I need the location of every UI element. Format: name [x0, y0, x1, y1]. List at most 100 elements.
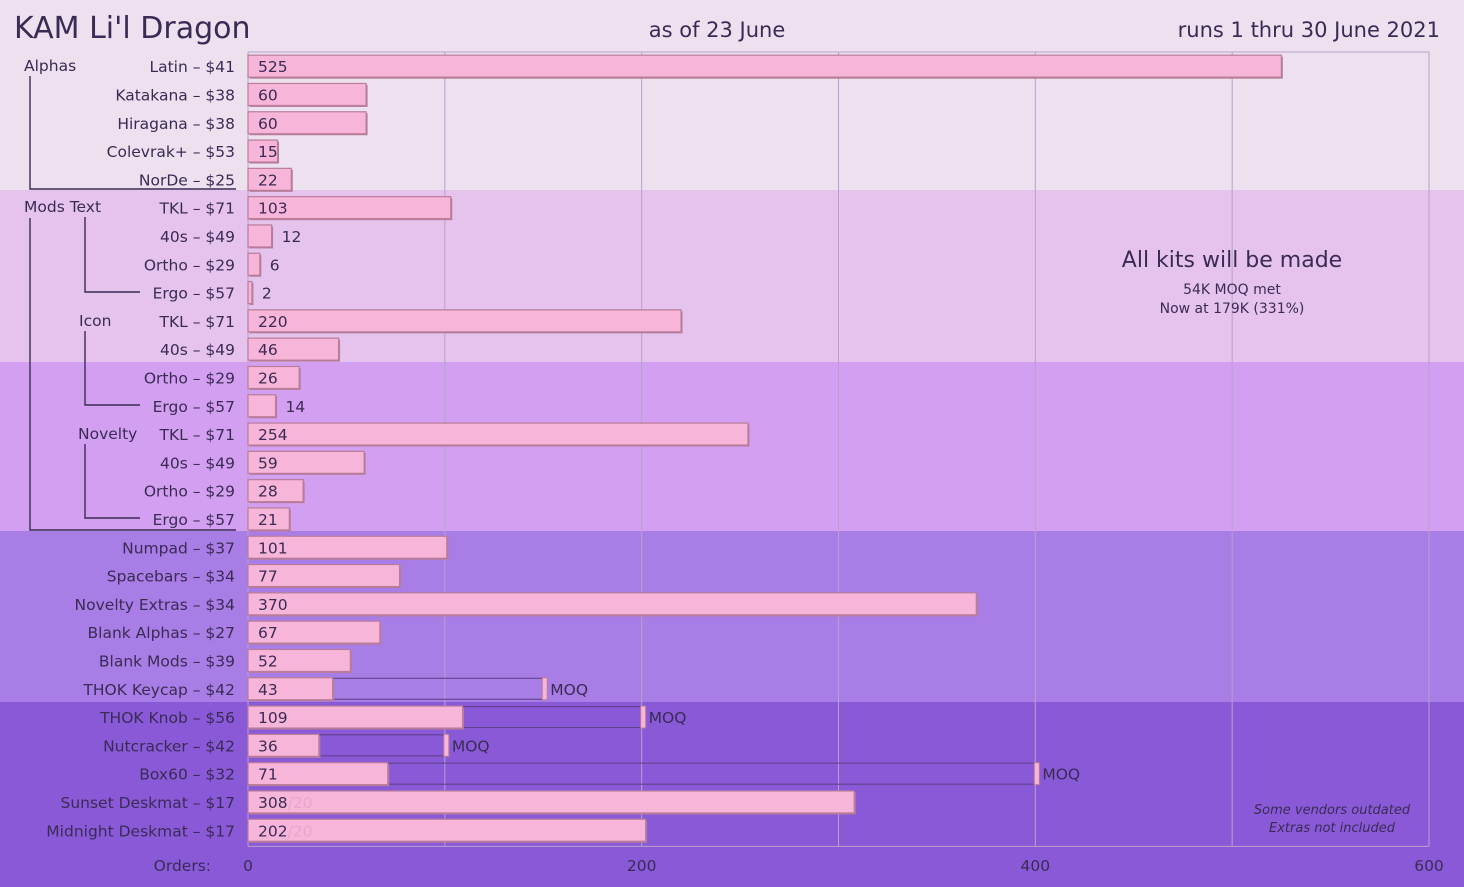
bracket-mods	[29, 218, 236, 531]
value-label: 43	[258, 681, 278, 699]
value-label: 103	[258, 200, 288, 218]
category-label: Colevrak+ – $53	[107, 143, 235, 161]
value-label: 220	[258, 313, 288, 331]
footnote-extras: Extras not included	[1269, 821, 1396, 836]
bracket-mods-text	[84, 217, 140, 293]
value-label: 370	[258, 596, 288, 614]
category-label: 40s – $49	[160, 454, 235, 472]
bar	[247, 733, 320, 757]
value-label: 71	[258, 766, 278, 784]
bar	[247, 563, 401, 588]
bar	[247, 365, 300, 390]
group-label-icon: Icon	[79, 312, 111, 330]
category-label: Ortho – $29	[144, 483, 235, 501]
bar	[247, 592, 977, 616]
bracket-alphas	[29, 76, 236, 190]
category-label: Box60 – $32	[139, 766, 235, 784]
value-label: 6	[270, 256, 280, 274]
category-label: Blank Mods – $39	[99, 652, 235, 670]
value-label: 60	[258, 86, 278, 104]
category-label: TKL – $71	[159, 313, 235, 331]
tick-label: 600	[1414, 857, 1444, 875]
bar	[247, 762, 389, 786]
bar	[247, 648, 351, 673]
category-label: TKL – $71	[159, 200, 235, 218]
grid-lines	[247, 51, 1430, 847]
category-label: Spacebars – $34	[107, 568, 235, 586]
bar	[247, 337, 340, 361]
category-label: Blank Alphas – $27	[88, 624, 236, 642]
bar	[247, 111, 367, 135]
value-label: 254	[258, 426, 288, 444]
value-label: 60	[258, 115, 278, 133]
category-label: Ergo – $57	[153, 511, 235, 529]
category-label: Ortho – $29	[144, 256, 235, 274]
category-label: Ortho – $29	[144, 369, 235, 387]
category-label: Katakana – $38	[115, 86, 235, 104]
annotation-progress: Now at 179K (331%)	[1160, 301, 1305, 317]
annotation-headline: All kits will be made	[1122, 248, 1342, 273]
value-label: 77	[258, 568, 278, 586]
value-label: 36	[258, 737, 278, 755]
moq-marker	[1033, 762, 1040, 786]
value-label: 59	[258, 454, 278, 472]
moq-label: MOQ	[452, 737, 490, 755]
bar	[247, 705, 464, 729]
category-label: THOK Keycap – $42	[82, 681, 235, 699]
category-label: Nutcracker – $42	[103, 737, 235, 755]
moq-label: MOQ	[1042, 766, 1080, 784]
group-label-alphas: Alphas	[24, 57, 76, 75]
bar	[247, 507, 290, 531]
bar	[247, 394, 277, 418]
value-label: 15	[258, 143, 278, 161]
value-label: 22	[258, 171, 278, 189]
value-label: 14	[286, 398, 306, 416]
run-dates: runs 1 thru 30 June 2021	[1178, 18, 1440, 42]
value-label: 26	[258, 369, 278, 387]
as-of-date: as of 23 June	[649, 18, 786, 42]
value-label: 21	[258, 511, 278, 529]
group-label-novelty: Novelty	[78, 425, 137, 443]
group-label-mods-text: Mods Text	[24, 198, 101, 216]
bar	[247, 790, 855, 814]
value-label: 101	[258, 539, 288, 557]
band-4	[0, 531, 1464, 702]
category-labels: Latin – $41 Katakana – $38 Hiragana – $38 C…	[46, 58, 235, 840]
bar	[247, 280, 253, 305]
category-label: 40s – $49	[160, 228, 235, 246]
x-axis-label: Orders:	[154, 857, 211, 875]
tick-label: 400	[1021, 857, 1051, 875]
bar	[247, 252, 261, 276]
value-label: 52	[258, 652, 278, 670]
value-suffix: /20	[288, 794, 313, 812]
category-label: Numpad – $37	[122, 539, 235, 557]
moq-label: MOQ	[550, 681, 588, 699]
chart-title: KAM Li'l Dragon	[14, 11, 250, 46]
value-label: 308/20	[258, 794, 313, 812]
category-label: NorDe – $25	[139, 171, 235, 189]
value-label: 46	[258, 341, 278, 359]
value-label: 202/20	[258, 822, 313, 840]
band-1	[0, 0, 1464, 190]
band-2	[0, 190, 1464, 362]
bar	[247, 479, 304, 503]
value-label: 67	[258, 624, 278, 642]
category-label: 40s – $49	[160, 341, 235, 359]
value-label: 2	[262, 285, 272, 303]
moq-marker	[541, 677, 548, 701]
bar	[247, 139, 279, 163]
bar	[247, 196, 452, 220]
category-label: Ergo – $57	[153, 398, 235, 416]
category-label: Sunset Deskmat – $17	[61, 794, 236, 812]
bracket-novelty	[84, 444, 140, 519]
bar	[247, 535, 448, 559]
category-label: Latin – $41	[149, 58, 235, 76]
bar	[247, 82, 367, 107]
category-label: Novelty Extras – $34	[75, 596, 235, 614]
bars: 525 60 60 15 22 103 126 2 220 46 26 14 254 59 28 21 101 7…	[247, 54, 1283, 843]
bar	[247, 54, 1282, 78]
value-label: 28	[258, 483, 278, 501]
bar	[247, 422, 749, 446]
bar	[247, 309, 682, 333]
